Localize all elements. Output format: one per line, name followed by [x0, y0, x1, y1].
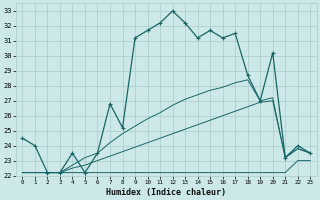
X-axis label: Humidex (Indice chaleur): Humidex (Indice chaleur) — [106, 188, 226, 197]
